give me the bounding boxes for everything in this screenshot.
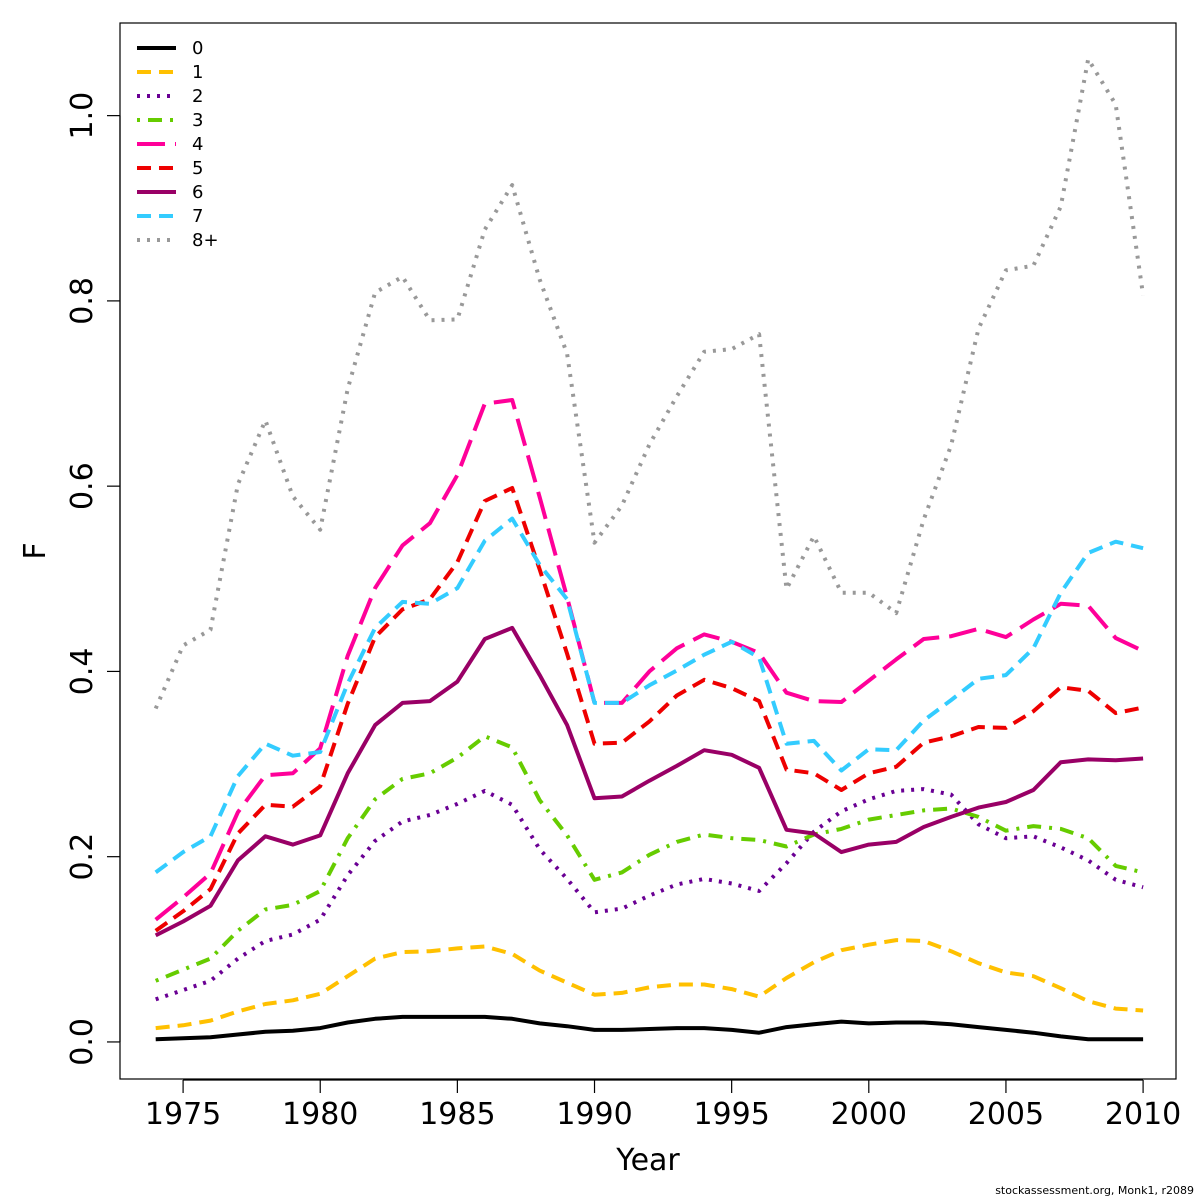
x-tick-label-1980: 1980 <box>282 1097 358 1132</box>
x-axis-title: Year <box>615 1143 680 1178</box>
series-line-7 <box>154 516 1144 875</box>
legend: 0 1 2 3 4 5 6 7 8+ <box>137 38 219 251</box>
y-axis-title: F <box>18 542 53 559</box>
y-tick-label-4: 0.8 <box>65 277 100 325</box>
y-tick-label-5: 1.0 <box>65 92 100 140</box>
legend-label-5: 5 <box>192 158 203 179</box>
x-tick-label-2010: 2010 <box>1105 1097 1181 1132</box>
x-tick-label-1975: 1975 <box>145 1097 221 1132</box>
legend-label-2: 2 <box>192 86 203 107</box>
y-tick-label-0: 0.0 <box>65 1018 100 1066</box>
y-tick-label-2: 0.4 <box>65 648 100 696</box>
x-tick-label-1995: 1995 <box>693 1097 769 1132</box>
legend-label-8: 8+ <box>192 230 219 251</box>
legend-label-6: 6 <box>192 182 203 203</box>
series-layer <box>153 57 1146 1042</box>
series-line-3 <box>154 734 1144 983</box>
x-tick-label-2005: 2005 <box>968 1097 1044 1132</box>
y-axis: 0.0 0.2 0.4 0.6 0.8 1.0 <box>65 92 121 1066</box>
x-tick-label-2000: 2000 <box>831 1097 907 1132</box>
legend-label-4: 4 <box>192 134 203 155</box>
series-line-6 <box>154 625 1144 938</box>
y-tick-label-3: 0.6 <box>65 462 100 510</box>
series-line-0 <box>155 1014 1144 1042</box>
series-line-2 <box>155 787 1144 1002</box>
series-line-5 <box>154 486 1144 933</box>
series-line-8 <box>153 57 1146 710</box>
legend-label-3: 3 <box>192 110 203 131</box>
x-tick-label-1990: 1990 <box>556 1097 632 1132</box>
legend-label-0: 0 <box>192 38 203 59</box>
series-line-1 <box>155 938 1144 1031</box>
x-tick-label-1985: 1985 <box>419 1097 495 1132</box>
series-line-4 <box>154 398 1144 922</box>
legend-label-1: 1 <box>192 62 203 83</box>
x-axis: 1975 1980 1985 1990 1995 2000 2005 2010 <box>145 1079 1181 1132</box>
y-tick-label-1: 0.2 <box>65 833 100 881</box>
legend-label-7: 7 <box>192 206 203 227</box>
footer-credit: stockassessment.org, Monk1, r2089 <box>995 1184 1194 1197</box>
